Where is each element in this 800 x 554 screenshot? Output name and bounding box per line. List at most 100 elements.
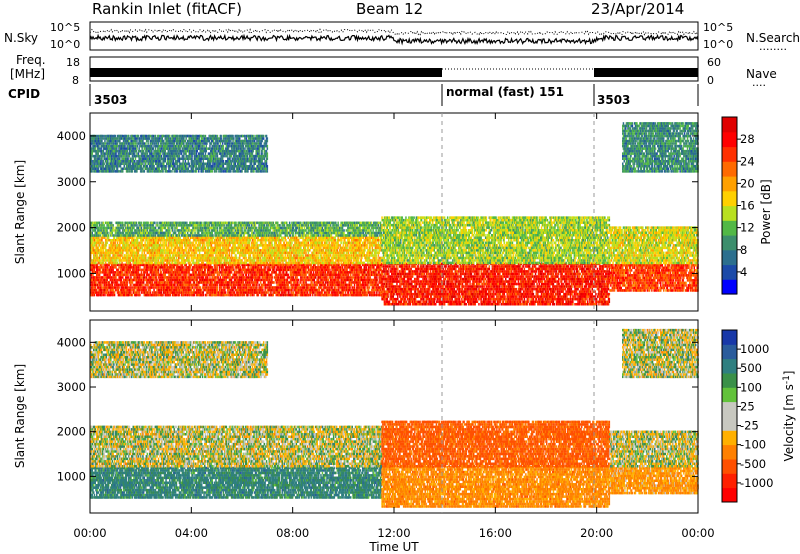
power-cell-934: [165, 274, 167, 277]
power-cell-1544: [211, 269, 213, 272]
power-cell-231: [108, 291, 110, 294]
power-cell-395: [121, 281, 123, 284]
power-cell-1914: [241, 286, 243, 289]
power-cell-1183: [183, 291, 185, 294]
power-cell-425: [124, 281, 126, 284]
power-cell-131: [100, 284, 102, 287]
power-cell-1604: [215, 266, 217, 269]
power-cell-1572: [213, 269, 215, 272]
power-cell-2282: [270, 291, 272, 294]
power-cell-1699: [223, 279, 225, 282]
power-cell-826: [156, 294, 158, 297]
power-cell-1830: [235, 274, 237, 277]
power-cell-54: [94, 294, 96, 297]
power-cell-45: [93, 289, 95, 292]
power-cell-413: [123, 286, 125, 289]
power-cell-720: [148, 289, 150, 292]
power-cell-1738: [227, 294, 229, 297]
power-cell-506: [130, 291, 132, 294]
power-cell-785: [153, 271, 155, 274]
power-cell-1443: [203, 289, 205, 292]
power-cell-566: [136, 286, 138, 289]
power-cell-281: [112, 284, 114, 287]
power-cell-588: [137, 291, 139, 294]
power-cell-147: [101, 294, 103, 297]
power-cell-2115: [257, 291, 259, 294]
power-cell-2317: [273, 289, 275, 292]
power-cell-670: [144, 274, 146, 277]
power-cell-1024: [171, 276, 173, 279]
power-cell-726: [148, 269, 150, 272]
power-cell-496: [130, 294, 132, 297]
power-cell-1230: [186, 274, 188, 277]
power-cell-1705: [224, 289, 226, 292]
power-cell-288: [112, 289, 114, 292]
power-cell-734: [149, 274, 151, 277]
power-cell-2438: [283, 294, 285, 297]
power-cell-2101: [255, 269, 257, 272]
power-cell-1644: [219, 269, 221, 272]
power-cell-708: [147, 266, 149, 269]
power-cell-2503: [288, 269, 290, 272]
power-cell-2177: [262, 289, 264, 292]
power-cell-1453: [204, 274, 206, 277]
power-cell-1254: [188, 289, 190, 292]
power-cell-310: [114, 274, 116, 277]
freq-label-bottom: [MHz]: [10, 67, 45, 81]
power-cell-1520: [209, 274, 211, 277]
power-cell-1440: [203, 271, 205, 274]
power-cell-627: [140, 286, 142, 289]
cpid-segment-1: 3503: [94, 93, 127, 107]
power-cell-1691: [223, 274, 225, 277]
power-cell-1266: [189, 291, 191, 294]
power-cell-1694: [223, 266, 225, 269]
cpid-label: CPID: [8, 87, 40, 101]
power-cell-263: [110, 279, 112, 282]
power-cell-254: [109, 274, 111, 277]
power-cell-2500: [288, 281, 290, 284]
power-cell-1901: [240, 271, 242, 274]
power-cell-1863: [238, 291, 240, 294]
power-cell-585: [136, 269, 138, 272]
power-cell-1066: [174, 269, 176, 272]
power-cell-2215: [264, 269, 266, 272]
power-cell-482: [128, 294, 130, 297]
power-cell-521: [132, 294, 134, 297]
power-cell-304: [114, 294, 116, 297]
power-cell-1858: [237, 276, 239, 279]
power-cell-154: [101, 266, 103, 269]
power-cell-340: [117, 279, 119, 282]
power-cell-355: [118, 284, 120, 287]
power-cell-149: [101, 289, 103, 292]
power-cell-327: [115, 266, 117, 269]
power-cell-2409: [281, 294, 283, 297]
power-cell-852: [159, 294, 161, 297]
power-cell-1866: [238, 284, 240, 287]
power-cell-777: [152, 266, 154, 269]
power-cell-1615: [217, 289, 219, 292]
noise-right-tick-bottom: 10^0: [703, 38, 733, 51]
power-cell-273: [111, 276, 113, 279]
power-cell-2071: [253, 266, 255, 269]
power-cell-1272: [189, 269, 191, 272]
power-cell-552: [134, 276, 136, 279]
power-cell-175: [103, 276, 105, 279]
power-cell-668: [144, 286, 146, 289]
noise-right-tick-top: 10^5: [703, 21, 733, 34]
power-cell-1450: [204, 284, 206, 287]
power-cell-2178: [262, 286, 264, 289]
power-cell-1464: [205, 271, 207, 274]
power-cell-593: [137, 276, 139, 279]
power-cell-1797: [232, 269, 234, 272]
power-cell-1192: [183, 266, 185, 269]
power-cell-339: [117, 281, 119, 284]
power-cell-547: [134, 291, 136, 294]
power-cell-995: [169, 269, 171, 272]
power-cell-1812: [233, 281, 235, 284]
power-cell-1335: [194, 269, 196, 272]
power-cell-780: [153, 286, 155, 289]
power-cell-1433: [203, 291, 205, 294]
power-cell-2225: [265, 266, 267, 269]
power-cell-318: [115, 271, 117, 274]
